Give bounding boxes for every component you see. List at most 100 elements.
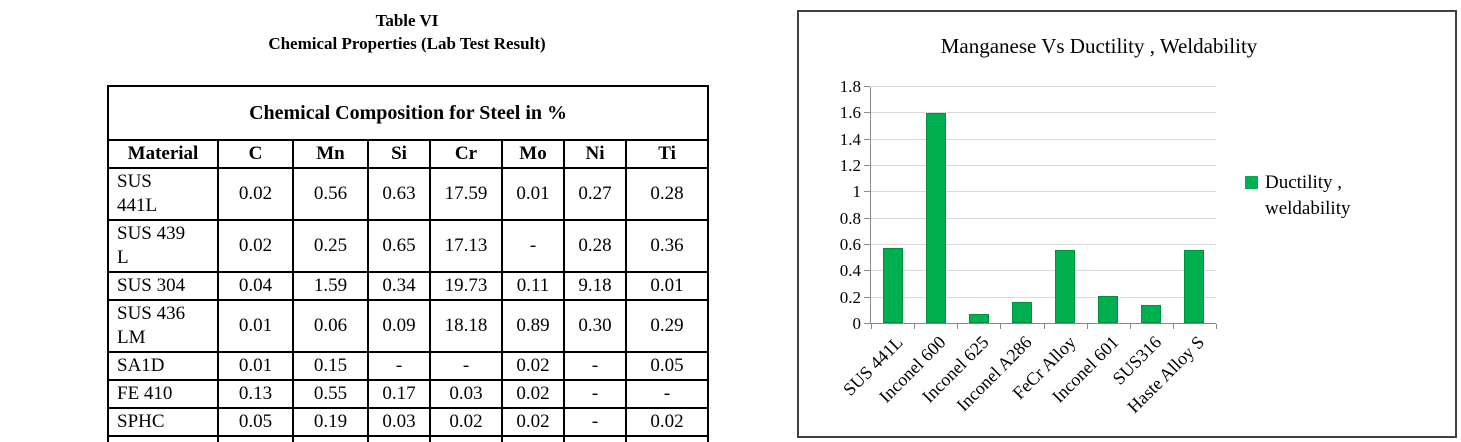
chart-box: Manganese Vs Ductility , Weldability 0 0.… <box>797 10 1457 438</box>
value-cell: 0.56 <box>292 167 369 221</box>
value-cell: 0.09 <box>367 299 431 353</box>
value-cell: 0.01 <box>217 299 294 353</box>
value-cell: 0.03 <box>367 407 431 437</box>
y-axis-label: 1.6 <box>839 103 861 123</box>
table-body: SUS 441L 0.02 0.56 0.63 17.59 0.01 0.27 0.28 SUS… <box>107 167 710 442</box>
value-cell: 0.30 <box>563 299 627 353</box>
y-axis-label: 0.6 <box>839 235 861 254</box>
value-cell: 0.19 <box>292 407 369 437</box>
value-cell <box>501 435 565 442</box>
y-axis-tick <box>864 270 870 272</box>
legend-swatch <box>1245 176 1258 189</box>
material-cell: FE 410 <box>107 379 219 409</box>
value-cell: - <box>367 351 431 381</box>
material-cell: SUS 304 <box>107 271 219 301</box>
material-cell: SUS 441L <box>107 167 219 221</box>
bar <box>1011 302 1032 323</box>
value-cell: 0.55 <box>292 379 369 409</box>
x-axis-tick <box>1129 324 1131 329</box>
value-cell <box>429 435 503 442</box>
gridline <box>871 244 1216 245</box>
x-axis-line <box>871 323 1216 324</box>
value-cell: 0.02 <box>624 407 710 437</box>
value-cell: 0.06 <box>292 299 369 353</box>
value-cell: - <box>563 379 627 409</box>
bar <box>968 314 989 323</box>
value-cell: 19.73 <box>429 271 503 301</box>
value-cell: - <box>501 219 565 273</box>
value-cell: 0.02 <box>429 407 503 437</box>
material-cell: SUS 436 LM <box>107 299 219 353</box>
value-cell: 9.18 <box>563 271 627 301</box>
x-axis-tick <box>957 324 959 329</box>
value-cell: 0.05 <box>217 407 294 437</box>
table-title: Chemical Composition for Steel in % <box>106 85 710 141</box>
y-axis-label: 1 <box>852 182 862 202</box>
y-axis-label: 0.2 <box>839 287 861 307</box>
value-cell <box>367 435 431 442</box>
bar <box>1141 304 1162 323</box>
value-cell: 0.63 <box>367 167 431 221</box>
table-row: SUS 304 0.04 1.59 0.34 19.73 0.11 9.18 0.01 <box>107 271 710 301</box>
y-axis-label: 0.4 <box>839 261 861 281</box>
value-cell: - <box>624 379 710 409</box>
value-cell: 1.59 <box>292 271 369 301</box>
table-caption-line1: Table VI <box>375 11 439 30</box>
table-header-row: Material C Mn Si Cr Mo Ni Ti <box>107 139 710 169</box>
y-axis-label: 1.4 <box>839 129 861 149</box>
legend-label: Ductility , weldability <box>1265 172 1351 219</box>
x-axis-tick <box>1000 324 1002 329</box>
material-cell: SA1D <box>107 351 219 381</box>
x-axis-tick <box>871 324 872 329</box>
column-header-si: Si <box>367 139 431 169</box>
y-axis-tick <box>864 191 870 193</box>
value-cell <box>217 435 294 442</box>
x-axis-tick <box>1086 324 1088 329</box>
value-cell: 0.13 <box>217 379 294 409</box>
table-row: SPHC 0.05 0.19 0.03 0.02 0.02-0.02 <box>107 407 710 437</box>
value-cell: 0.17 <box>367 379 431 409</box>
y-axis-tick <box>864 165 870 166</box>
column-header-ti: Ti <box>624 139 710 169</box>
value-cell: 0.04 <box>217 271 294 301</box>
column-header-mo: Mo <box>501 139 565 169</box>
value-cell: 0.03 <box>429 379 503 409</box>
gridline <box>871 138 1216 140</box>
column-header-cr: Cr <box>429 139 503 169</box>
gridline <box>871 191 1216 193</box>
bar <box>882 248 903 323</box>
material-cell: SPHC <box>107 407 219 437</box>
material-cell: STKM <box>107 435 219 442</box>
table-row: FE 410 0.13 0.55 0.17 0.03 0.02- - <box>107 379 710 409</box>
x-axis-tick <box>1172 324 1174 329</box>
gridline <box>871 165 1216 166</box>
value-cell: 0.15 <box>292 351 369 381</box>
chart-title: Manganese Vs Ductility , Weldability <box>940 34 1258 58</box>
material-cell: SUS 439 L <box>107 219 219 273</box>
x-axis-tick <box>1216 324 1217 329</box>
y-axis-tick <box>864 217 870 219</box>
legend: Ductility , weldability <box>1245 170 1350 221</box>
value-cell: 0.01 <box>217 351 294 381</box>
value-cell <box>292 435 369 442</box>
column-header-material: Material <box>107 139 219 169</box>
y-axis-tick <box>864 86 870 87</box>
x-axis-tick <box>914 324 916 329</box>
value-cell: 0.02 <box>501 351 565 381</box>
y-axis-label: 1.8 <box>839 77 861 96</box>
table-caption: Table VI Chemical Properties (Lab Test R… <box>107 10 707 56</box>
gridline <box>871 112 1216 114</box>
value-cell: 0.11 <box>501 271 565 301</box>
value-cell: 0.05 <box>624 351 710 381</box>
value-cell: - <box>563 407 627 437</box>
value-cell: 0.02 <box>217 167 294 221</box>
table-row: SUS 439 L 0.02 0.25 0.65 17.13-0.28 0.36 <box>107 219 710 273</box>
gridline <box>871 270 1216 272</box>
value-cell: - <box>563 351 627 381</box>
value-cell: 0.29 <box>624 299 710 353</box>
chemical-composition-table: Chemical Composition for Steel in % Mate… <box>106 85 710 442</box>
table-row: SA1D 0.01 0.15- -0.02-0.05 <box>107 351 710 381</box>
y-axis-label: 0 <box>852 314 862 333</box>
value-cell: 18.18 <box>429 299 503 353</box>
value-cell: 0.65 <box>367 219 431 273</box>
